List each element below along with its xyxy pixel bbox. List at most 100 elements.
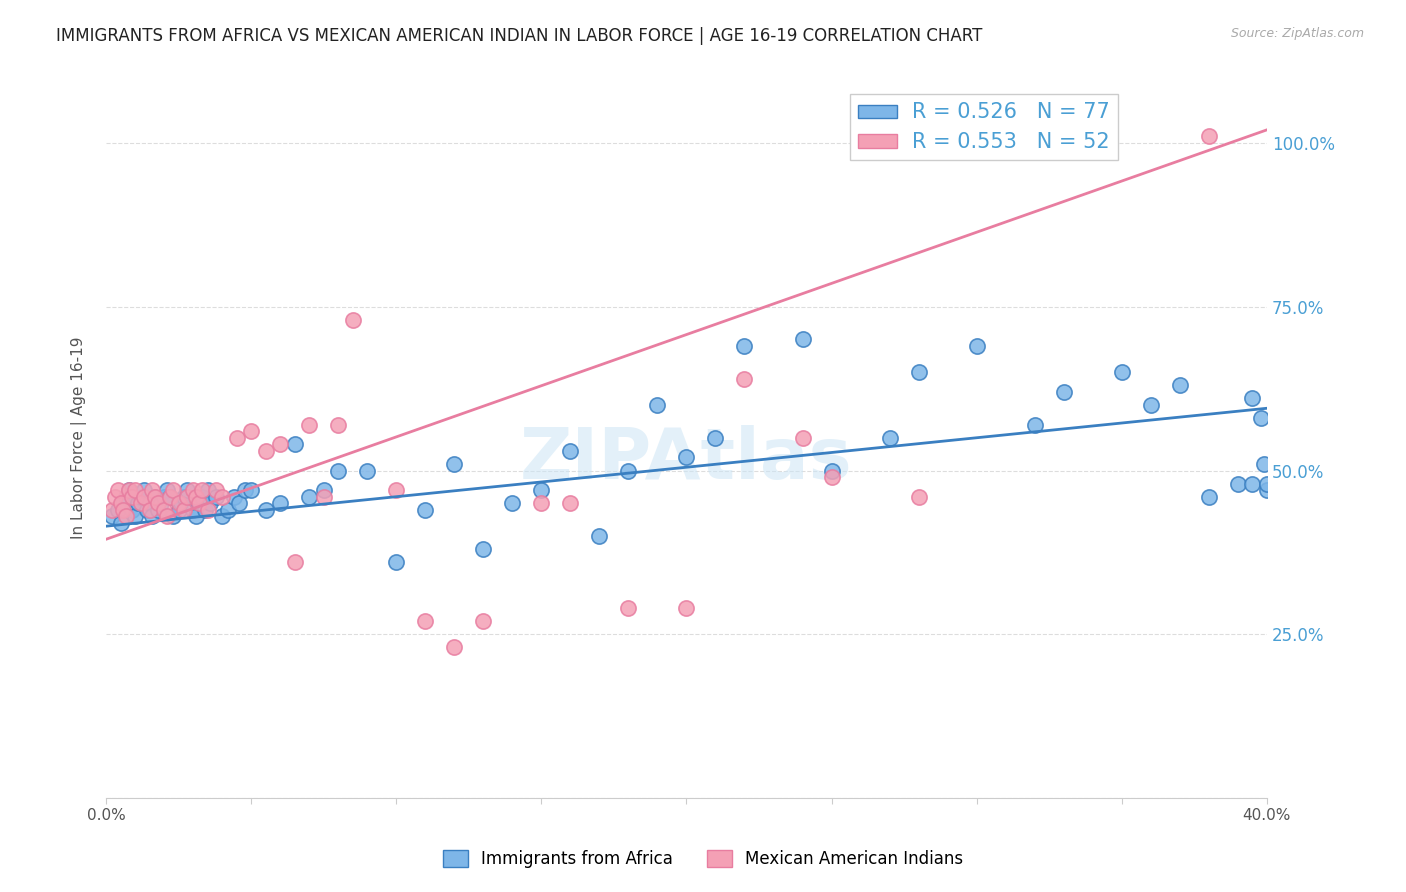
Point bbox=[132, 490, 155, 504]
Point bbox=[191, 483, 214, 498]
Point bbox=[159, 490, 181, 504]
Point bbox=[413, 503, 436, 517]
Point bbox=[560, 496, 582, 510]
Point bbox=[1111, 365, 1133, 379]
Point bbox=[148, 503, 170, 517]
Point bbox=[675, 601, 697, 615]
Point bbox=[222, 490, 245, 504]
Point bbox=[121, 490, 143, 504]
Point bbox=[143, 490, 166, 504]
Point bbox=[907, 365, 929, 379]
Point bbox=[211, 509, 233, 524]
Point bbox=[110, 496, 132, 510]
Point bbox=[879, 431, 901, 445]
Point bbox=[1226, 476, 1249, 491]
Point bbox=[443, 457, 465, 471]
Point bbox=[153, 503, 176, 517]
Point bbox=[211, 490, 233, 504]
Point bbox=[112, 496, 135, 510]
Point bbox=[530, 483, 553, 498]
Point bbox=[143, 490, 166, 504]
Point bbox=[328, 463, 350, 477]
Point bbox=[141, 483, 163, 498]
Point bbox=[184, 509, 207, 524]
Point bbox=[1241, 392, 1264, 406]
Point bbox=[132, 483, 155, 498]
Point bbox=[153, 490, 176, 504]
Point bbox=[647, 398, 669, 412]
Point bbox=[1053, 384, 1076, 399]
Point bbox=[328, 417, 350, 432]
Text: Source: ZipAtlas.com: Source: ZipAtlas.com bbox=[1230, 27, 1364, 40]
Point bbox=[994, 129, 1017, 144]
Point bbox=[1253, 457, 1275, 471]
Point bbox=[118, 483, 141, 498]
Point bbox=[124, 509, 146, 524]
Point bbox=[138, 503, 160, 517]
Point bbox=[734, 339, 756, 353]
Point bbox=[118, 483, 141, 498]
Point bbox=[170, 496, 193, 510]
Point bbox=[298, 490, 321, 504]
Point bbox=[129, 490, 152, 504]
Point bbox=[148, 496, 170, 510]
Point bbox=[107, 483, 129, 498]
Point bbox=[254, 503, 277, 517]
Point bbox=[820, 470, 842, 484]
Point bbox=[342, 313, 364, 327]
Point bbox=[298, 417, 321, 432]
Point bbox=[233, 483, 256, 498]
Point bbox=[501, 496, 523, 510]
Point bbox=[413, 614, 436, 628]
Point bbox=[176, 483, 198, 498]
Point bbox=[284, 437, 307, 451]
Point bbox=[173, 503, 195, 517]
Legend: Immigrants from Africa, Mexican American Indians: Immigrants from Africa, Mexican American… bbox=[436, 843, 970, 875]
Point bbox=[734, 372, 756, 386]
Point bbox=[1168, 378, 1191, 392]
Point bbox=[240, 424, 263, 438]
Point bbox=[205, 483, 228, 498]
Point bbox=[129, 496, 152, 510]
Point bbox=[101, 509, 124, 524]
Legend: R = 0.526   N = 77, R = 0.553   N = 52: R = 0.526 N = 77, R = 0.553 N = 52 bbox=[851, 95, 1118, 160]
Point bbox=[167, 503, 190, 517]
Point bbox=[385, 555, 408, 569]
Point bbox=[121, 503, 143, 517]
Point bbox=[200, 496, 222, 510]
Point bbox=[560, 443, 582, 458]
Point bbox=[966, 339, 988, 353]
Point bbox=[269, 437, 291, 451]
Point bbox=[107, 503, 129, 517]
Text: ZIPAtlas: ZIPAtlas bbox=[520, 425, 853, 494]
Point bbox=[181, 503, 204, 517]
Point bbox=[104, 490, 127, 504]
Point bbox=[187, 496, 209, 510]
Point bbox=[820, 463, 842, 477]
Point bbox=[115, 509, 138, 524]
Point bbox=[1241, 476, 1264, 491]
Point bbox=[181, 483, 204, 498]
Point bbox=[141, 509, 163, 524]
Point bbox=[1024, 417, 1046, 432]
Point bbox=[124, 483, 146, 498]
Point bbox=[1139, 398, 1161, 412]
Point bbox=[443, 640, 465, 655]
Y-axis label: In Labor Force | Age 16-19: In Labor Force | Age 16-19 bbox=[72, 336, 87, 539]
Point bbox=[792, 431, 814, 445]
Point bbox=[472, 614, 495, 628]
Point bbox=[217, 503, 239, 517]
Point bbox=[617, 601, 640, 615]
Point bbox=[675, 450, 697, 465]
Point bbox=[1250, 411, 1272, 425]
Point bbox=[269, 496, 291, 510]
Point bbox=[176, 490, 198, 504]
Point bbox=[156, 483, 179, 498]
Point bbox=[112, 503, 135, 517]
Point bbox=[228, 496, 250, 510]
Point bbox=[240, 483, 263, 498]
Point bbox=[162, 483, 184, 498]
Point bbox=[312, 483, 335, 498]
Point bbox=[173, 490, 195, 504]
Point bbox=[115, 490, 138, 504]
